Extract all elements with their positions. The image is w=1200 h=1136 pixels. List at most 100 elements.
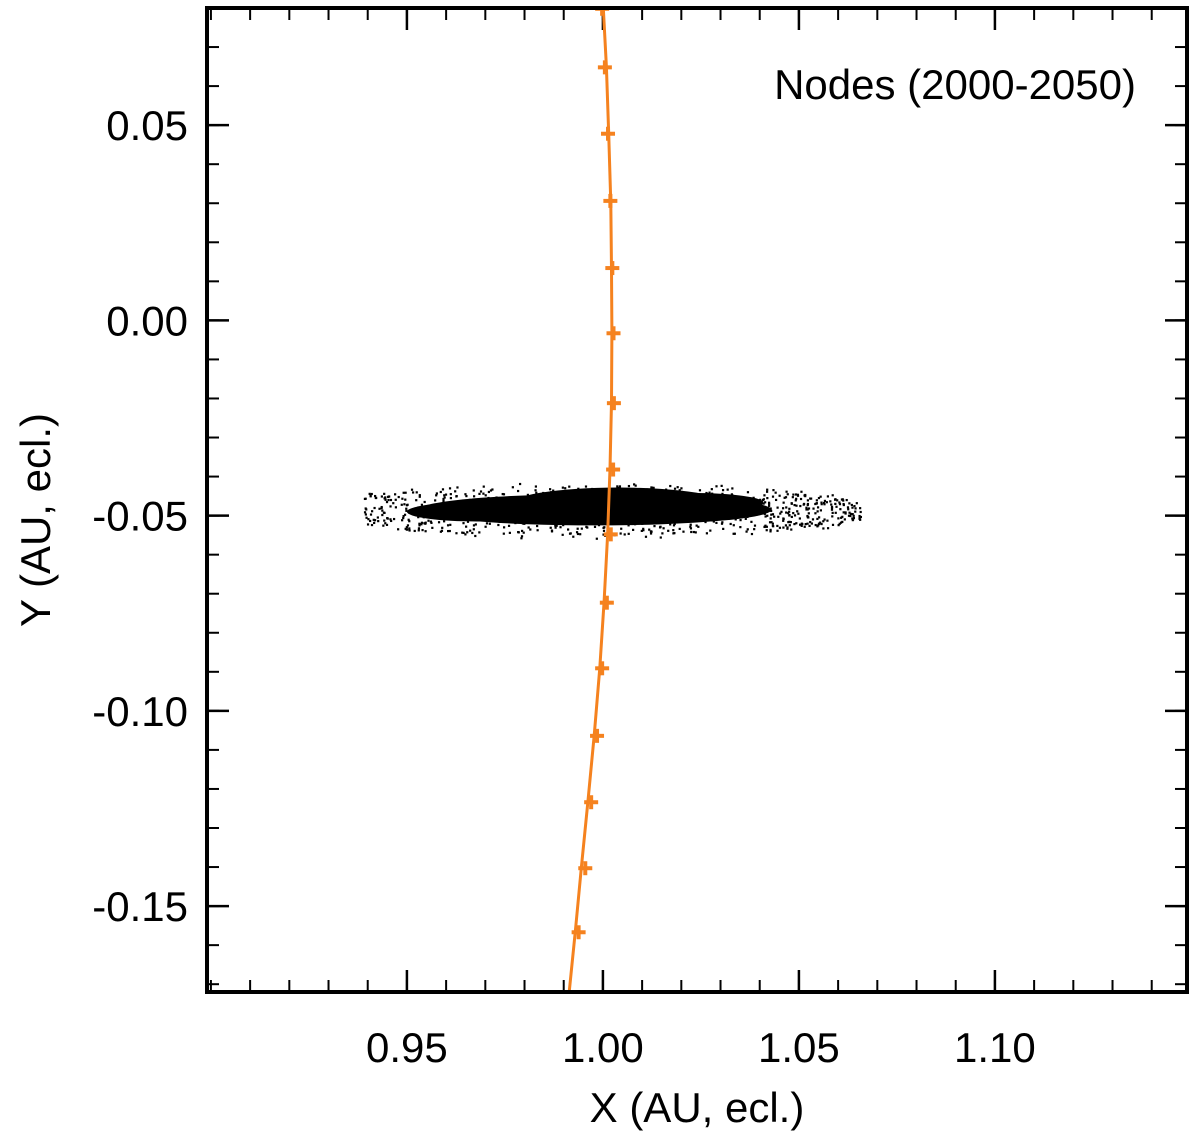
cloud-point — [632, 528, 635, 531]
cloud-point — [630, 512, 634, 515]
cloud-point — [671, 508, 674, 511]
cloud-point — [521, 522, 525, 525]
cloud-point — [613, 516, 617, 519]
cloud-point — [840, 516, 843, 519]
node-marker — [590, 728, 605, 743]
cloud-point — [839, 521, 843, 524]
cloud-point — [717, 495, 720, 498]
cloud-point — [535, 506, 538, 510]
cloud-point — [583, 494, 586, 497]
cloud-point — [580, 506, 583, 509]
cloud-point — [547, 503, 550, 506]
cloud-point — [806, 499, 810, 502]
cloud-point — [747, 505, 750, 508]
cloud-point — [624, 500, 627, 504]
plot-frame — [205, 6, 1189, 994]
cloud-point — [665, 500, 668, 503]
cloud-point — [795, 497, 798, 500]
cloud-point — [466, 520, 470, 523]
cloud-point — [376, 516, 379, 519]
cloud-point — [672, 499, 675, 502]
cloud-point — [715, 485, 718, 488]
cloud-point — [411, 491, 415, 494]
cloud-point — [725, 496, 729, 499]
cloud-point — [593, 525, 597, 528]
cloud-point — [371, 510, 374, 513]
cloud-point — [597, 524, 601, 527]
cloud-point — [687, 503, 690, 506]
cloud-point — [846, 506, 850, 509]
cloud-point — [689, 525, 692, 528]
cloud-point — [392, 502, 395, 505]
cloud-point — [405, 526, 408, 529]
cloud-point — [580, 496, 583, 500]
cloud-point — [437, 512, 441, 515]
cloud-point — [819, 509, 823, 512]
cloud-point — [673, 504, 676, 507]
cloud-point — [709, 529, 712, 532]
cloud-point — [616, 485, 619, 488]
cloud-point — [402, 515, 405, 518]
cloud-point — [621, 521, 624, 524]
cloud-point — [809, 520, 812, 524]
cloud-point — [793, 503, 796, 507]
cloud-point — [456, 500, 459, 503]
cloud-point — [739, 526, 742, 529]
cloud-point — [437, 505, 441, 508]
cloud-point — [848, 511, 851, 514]
cloud-point — [627, 532, 630, 535]
cloud-point — [516, 515, 520, 518]
cloud-point — [769, 528, 772, 532]
cloud-point — [578, 505, 581, 508]
cloud-point — [778, 494, 781, 497]
cloud-point — [573, 517, 576, 520]
cloud-point — [859, 507, 862, 510]
cloud-point — [498, 501, 501, 505]
cloud-point — [613, 513, 617, 516]
cloud-point — [495, 496, 498, 499]
cloud-point — [642, 502, 645, 505]
cloud-point — [642, 529, 645, 532]
cloud-point — [675, 498, 678, 501]
cloud-point — [822, 527, 825, 530]
cloud-point — [798, 517, 801, 520]
cloud-point — [502, 526, 506, 529]
cloud-point — [528, 513, 531, 517]
cloud-point — [740, 515, 743, 518]
cloud-point — [708, 506, 711, 509]
cloud-point — [641, 507, 644, 510]
cloud-point — [810, 522, 813, 525]
cloud-point — [643, 512, 647, 515]
cloud-point — [380, 507, 383, 510]
cloud-point — [823, 499, 827, 503]
cloud-point — [502, 493, 506, 496]
cloud-point — [694, 511, 697, 515]
cloud-point — [656, 489, 660, 493]
cloud-point — [812, 507, 815, 510]
cloud-point — [434, 512, 437, 515]
cloud-point — [800, 524, 803, 527]
cloud-point — [777, 515, 780, 518]
cloud-point — [643, 501, 646, 504]
cloud-point — [712, 501, 715, 505]
cloud-point — [446, 524, 450, 527]
cloud-point — [620, 504, 623, 507]
cloud-point — [838, 503, 842, 506]
cloud-point — [650, 486, 653, 489]
cloud-point — [855, 502, 858, 505]
cloud-point — [522, 512, 525, 515]
cloud-point — [635, 515, 638, 518]
node-marker — [601, 126, 616, 141]
cloud-point — [695, 501, 698, 504]
cloud-point — [617, 486, 620, 490]
cloud-point — [652, 517, 655, 521]
cloud-point — [580, 527, 583, 530]
cloud-point — [680, 487, 683, 490]
cloud-point — [720, 513, 723, 516]
cloud-point — [535, 516, 538, 519]
cloud-point — [687, 504, 691, 508]
cloud-point — [830, 508, 834, 511]
cloud-point — [443, 496, 446, 499]
cloud-point — [439, 530, 443, 533]
cloud-point — [680, 490, 684, 494]
